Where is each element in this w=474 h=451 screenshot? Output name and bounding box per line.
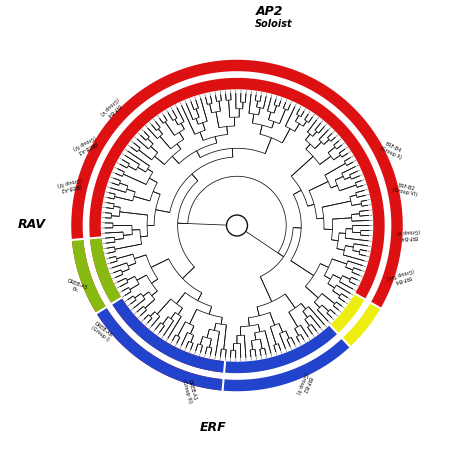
Text: ERF-B2
(Group II): ERF-B2 (Group II) [295,371,314,397]
Polygon shape [112,298,337,373]
Polygon shape [96,307,350,391]
Text: DREB-A3
(Group IV): DREB-A3 (Group IV) [72,134,99,156]
Polygon shape [330,294,365,333]
Text: DREB-A2
(Group IV): DREB-A2 (Group IV) [56,175,83,192]
Text: ERF-B4
(Group X): ERF-B4 (Group X) [379,140,405,160]
Text: DREB-A6
(Group I): DREB-A6 (Group I) [90,321,113,342]
Text: ERF: ERF [200,421,227,434]
Text: ERF-B4
(Group Tol.): ERF-B4 (Group Tol.) [386,267,417,285]
Text: ERF-B2
(Group VI): ERF-B2 (Group VI) [392,182,419,198]
Text: RAV: RAV [18,218,46,231]
Polygon shape [71,60,403,391]
Text: ERF-B4
(Group V): ERF-B4 (Group V) [397,229,421,240]
Text: Soloist: Soloist [255,19,292,29]
Polygon shape [90,237,121,304]
Text: DREB-A1
(Group III): DREB-A1 (Group III) [181,377,198,404]
Text: AP2: AP2 [256,5,283,18]
Polygon shape [342,303,381,347]
Text: ERF-B4
(Group V): ERF-B4 (Group V) [99,96,124,120]
Polygon shape [90,78,384,373]
Text: DREB-A5
f.k.: DREB-A5 f.k. [64,278,89,296]
Polygon shape [72,239,106,313]
